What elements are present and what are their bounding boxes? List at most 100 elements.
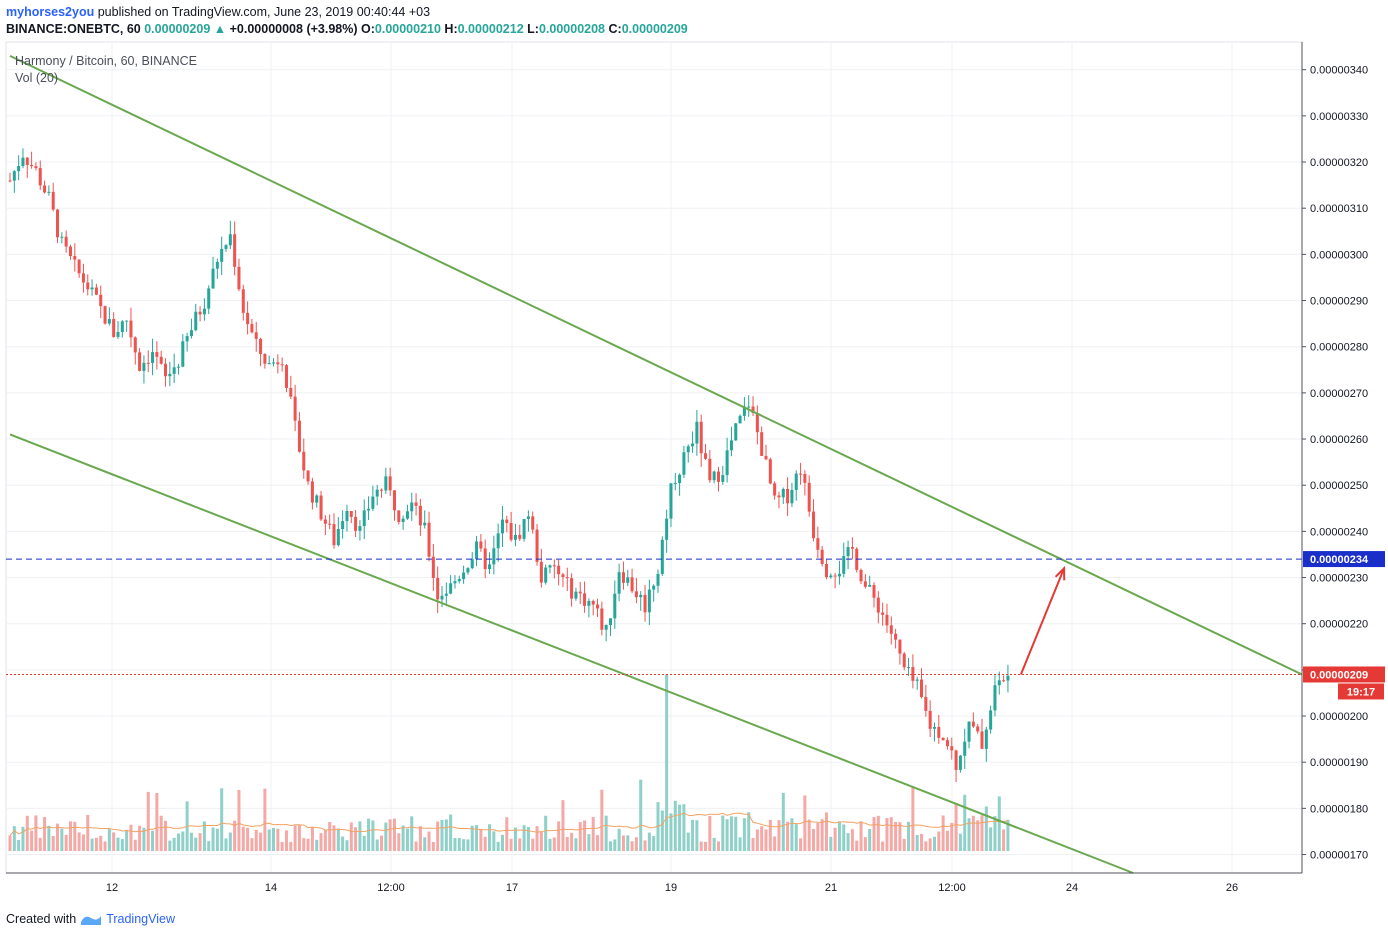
brand-name[interactable]: TradingView xyxy=(106,912,175,926)
volume-bar xyxy=(600,789,604,851)
volume-bar xyxy=(963,794,967,851)
candle-body xyxy=(224,245,228,249)
candle-body xyxy=(116,331,120,337)
volume-bar xyxy=(25,815,29,851)
volume-bar xyxy=(807,819,811,851)
candle-body xyxy=(310,481,314,503)
volume-bar xyxy=(341,836,345,851)
y-tick-label: 0.00000260 xyxy=(1310,434,1368,446)
candle-body xyxy=(284,365,288,388)
trendline-upper[interactable] xyxy=(9,54,1303,676)
volume-bar xyxy=(760,826,764,851)
level-price-tag xyxy=(1303,551,1385,568)
candle-body xyxy=(60,236,64,238)
volume-bar xyxy=(410,816,414,851)
volume-bar xyxy=(781,792,785,851)
volume-bar xyxy=(764,829,768,851)
candle-body xyxy=(669,483,673,519)
volume-title[interactable]: Vol (20) xyxy=(15,71,59,85)
candle-body xyxy=(652,585,656,590)
candle-body xyxy=(937,726,941,738)
arrowhead-icon xyxy=(1054,565,1066,581)
candle-body xyxy=(583,593,587,606)
candle-body xyxy=(129,320,133,338)
created-with-text: Created with xyxy=(6,912,77,926)
volume-bar xyxy=(539,831,543,851)
candle-body xyxy=(272,362,276,364)
projection-arrow[interactable] xyxy=(1019,567,1066,675)
y-tick-label: 0.00000320 xyxy=(1310,157,1368,169)
candle-body xyxy=(561,574,565,578)
volume-bar xyxy=(112,832,116,851)
candle-body xyxy=(488,564,492,570)
volume-bar xyxy=(513,827,517,851)
volume-bar xyxy=(803,795,807,851)
candle-body xyxy=(660,539,664,574)
volume-bar xyxy=(99,835,103,851)
low-value: 0.00000208 xyxy=(538,22,606,36)
volume-bar xyxy=(237,789,241,851)
volume-bar xyxy=(21,826,25,851)
volume-bar xyxy=(794,824,798,851)
candle-body xyxy=(742,406,746,416)
volume-bar xyxy=(738,837,742,851)
volume-bar xyxy=(315,839,319,851)
volume-bar xyxy=(505,817,509,851)
candle-body xyxy=(820,549,824,564)
volume-bar xyxy=(833,827,837,851)
volume-bar xyxy=(12,826,16,851)
volume-bar xyxy=(941,815,945,851)
candle-body xyxy=(859,569,863,582)
volume-bar xyxy=(194,837,198,851)
volume-bar xyxy=(699,841,703,851)
drawings[interactable] xyxy=(6,54,1303,874)
candle-body xyxy=(51,191,55,210)
volume-bar xyxy=(643,840,647,851)
candle-body xyxy=(254,332,258,339)
candle-body xyxy=(38,168,42,186)
trendline-lower[interactable] xyxy=(9,433,1134,874)
candle-body xyxy=(738,415,742,424)
series-title[interactable]: Harmony / Bitcoin, 60, BINANCE xyxy=(15,54,198,68)
volume-bar xyxy=(846,833,850,851)
volume-bar xyxy=(267,829,271,851)
candle-body xyxy=(794,473,798,490)
candle-body xyxy=(768,459,772,484)
candle-body xyxy=(237,266,241,290)
candle-body xyxy=(68,246,72,257)
y-tick-label: 0.00000200 xyxy=(1310,711,1368,723)
volume-bar xyxy=(142,827,146,851)
candle-body xyxy=(34,166,38,169)
candle-body xyxy=(686,446,690,453)
candle-body xyxy=(423,522,427,526)
author-name[interactable]: myhorses2you xyxy=(6,5,95,19)
volume-bar xyxy=(43,816,47,851)
candle-body xyxy=(621,572,625,583)
candle-body xyxy=(228,234,232,246)
candle-body xyxy=(807,482,811,512)
candle-body xyxy=(449,583,453,594)
volume-bar xyxy=(207,841,211,851)
volume-bar xyxy=(924,841,928,851)
axes: 0.00000340 0.00000330 0.00000320 0.00000310… xyxy=(6,42,1385,894)
candle-body xyxy=(505,519,509,524)
candle-body xyxy=(164,363,168,377)
candle-body xyxy=(276,362,280,365)
volume-bar xyxy=(146,791,150,851)
volume-bar xyxy=(73,821,77,851)
volume-bar xyxy=(574,838,578,851)
volume-bar xyxy=(747,812,751,851)
volume-bar xyxy=(634,837,638,851)
volume-bar xyxy=(440,819,444,851)
y-tick-label: 0.00000300 xyxy=(1310,249,1368,261)
candle-body xyxy=(989,710,993,730)
candle-body xyxy=(716,471,720,482)
candle-body xyxy=(630,577,634,592)
volume-bar xyxy=(669,813,673,851)
volume-bar xyxy=(799,838,803,851)
candle-body xyxy=(544,567,548,583)
volume-bar xyxy=(453,837,457,851)
volume-bar xyxy=(824,812,828,851)
volume-bar xyxy=(81,834,85,851)
